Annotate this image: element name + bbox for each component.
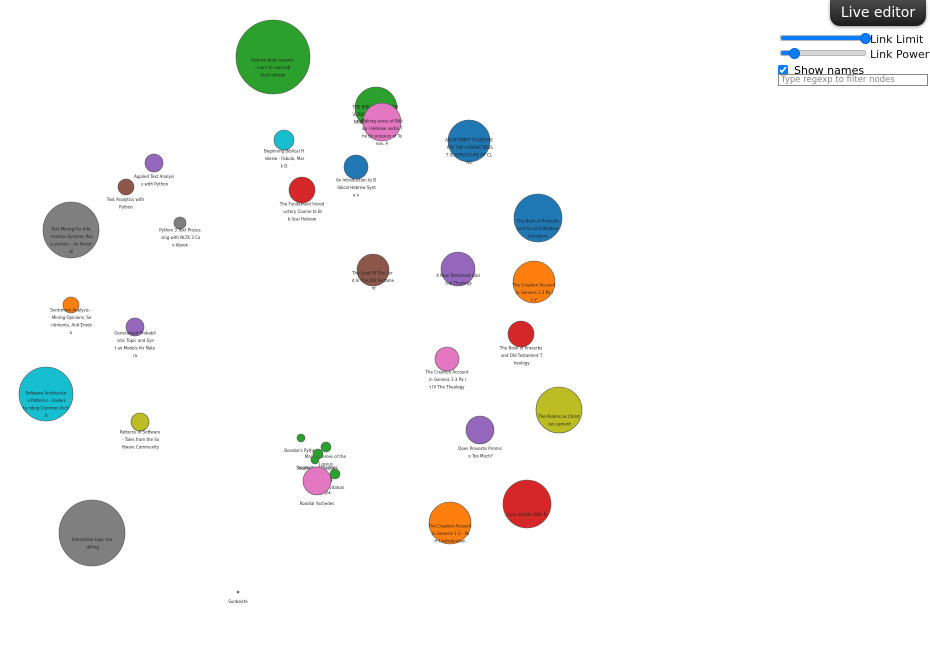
- node-circle[interactable]: [118, 179, 134, 195]
- link-limit-row: Link Limit: [778, 32, 930, 47]
- graph-node[interactable]: A New Testament Bibl ical Theology: [436, 252, 480, 286]
- node-circle[interactable]: [508, 321, 534, 347]
- graph-node[interactable]: AN ATTEMPT TO DEFINE ATE THE CHARACTERIS…: [445, 120, 493, 165]
- graph-node[interactable]: Interactive topic mo deling: [59, 500, 125, 566]
- node-circle[interactable]: [297, 434, 305, 442]
- link-power-row: Link Power: [778, 47, 930, 62]
- node-label: Patterns of Software - Tales from the So…: [120, 429, 161, 449]
- graph-controls-panel: Link Limit Link Power Show names: [778, 32, 930, 78]
- graph-node[interactable]: The Creation Account in Genesis 1-3 Pa r…: [511, 261, 555, 303]
- link-limit-slider[interactable]: [780, 35, 866, 41]
- graph-node[interactable]: Major Themes of the Lipsius: [305, 442, 348, 467]
- node-label: Roodial Yochedes: [300, 501, 335, 506]
- node-label: Cain and His Wife R: [507, 512, 547, 517]
- node-circle[interactable]: [59, 500, 125, 566]
- node-label: Generalized Probabil istic Topic and Syn…: [114, 331, 155, 359]
- node-circle[interactable]: [145, 154, 163, 172]
- graph-node[interactable]: Sunbeirte: [228, 591, 248, 604]
- node-circle[interactable]: [131, 413, 149, 431]
- link-power-label: Link Power: [870, 48, 929, 61]
- link-limit-label: Link Limit: [870, 33, 923, 46]
- graph-node[interactable]: Cain and His Wife R: [503, 480, 551, 528]
- node-circle[interactable]: [503, 480, 551, 528]
- node-label: The Creation Account in Genesis 1-3 - Pa…: [427, 523, 471, 543]
- node-label: Text Analytics with Python: [106, 197, 146, 210]
- graph-node[interactable]: Applied Text Analysi s with Python: [134, 154, 174, 187]
- node-circle[interactable]: [274, 130, 294, 150]
- graph-node[interactable]: Does Proverbs Promis e Too Much?: [458, 416, 502, 459]
- node-circle[interactable]: [237, 591, 239, 593]
- node-label: Does Proverbs Promis e Too Much?: [458, 446, 502, 459]
- node-label: Sunbeirte: [228, 599, 248, 604]
- graph-node[interactable]: Roodial Yochedes: [300, 467, 335, 506]
- graph-node[interactable]: The Book of Proverbs and Ancient Wisdom …: [514, 194, 562, 242]
- node-circle[interactable]: [466, 416, 494, 444]
- node-circle[interactable]: [435, 347, 459, 371]
- node-label: Applied Text Analysi s with Python: [134, 174, 174, 187]
- graph-node[interactable]: Software Architectur e Patterns - Unders…: [19, 367, 73, 421]
- graph-node[interactable]: Text Mining For Info rmation Systems Res…: [43, 202, 99, 258]
- node-label: The Creation Account in Genesis 1-3 Pa r…: [511, 282, 555, 302]
- node-label: Python 3 Text Proces sing with NLTK 3 Co…: [159, 227, 201, 247]
- graph-node[interactable]: The Creation Account in Genesis 1-3 Pa r…: [424, 347, 468, 389]
- graph-node[interactable]: Patterns of Software - Tales from the So…: [120, 413, 161, 449]
- node-label: Sentiment Analysis - Mining Opinions, Se…: [50, 308, 92, 336]
- link-power-slider[interactable]: [780, 50, 866, 56]
- graph-node[interactable]: The Fundament Introd uctory Course to Bi…: [279, 177, 325, 221]
- graph-node[interactable]: The Land Of The Lor d In The Old Testame…: [351, 254, 395, 290]
- node-circle[interactable]: [344, 155, 368, 179]
- node-filter-input[interactable]: [778, 74, 928, 86]
- graph-node[interactable]: The Book of Proverbs and Old Testament T…: [499, 321, 543, 365]
- node-circle[interactable]: [289, 177, 315, 203]
- slider-fill: [781, 36, 865, 40]
- node-circle[interactable]: [330, 469, 340, 479]
- graph-node[interactable]: Python 3 Text Proces sing with NLTK 3 Co…: [159, 217, 201, 247]
- graph-node[interactable]: Sentiment Analysis - Mining Opinions, Se…: [50, 297, 92, 335]
- graph-node[interactable]: An Introduction to B iblical Hebrew Synt…: [336, 155, 376, 197]
- node-circle[interactable]: [311, 456, 319, 464]
- graph-node[interactable]: Hebrew book lessons - learn to read bib …: [236, 20, 310, 94]
- graph-node[interactable]: The Psalms as Christ ian Lament: [536, 387, 582, 433]
- node-label: The Land Of The Lor d In The Old Testame…: [351, 270, 395, 290]
- live-editor-button[interactable]: Live editor: [830, 0, 926, 26]
- node-label: The Creation Account in Genesis 1-3 Pa r…: [424, 369, 468, 389]
- node-label: An Introduction to B iblical Hebrew Synt…: [336, 177, 376, 197]
- graph-node[interactable]: Generalized Probabil istic Topic and Syn…: [114, 318, 155, 358]
- graph-node[interactable]: Beginning Biblical H ebrew - Fabulo, Mar…: [264, 130, 305, 168]
- node-label: Beginning Biblical H ebrew - Fabulo, Mar…: [264, 148, 305, 168]
- slider-handle[interactable]: [789, 48, 800, 59]
- graph-node[interactable]: Bonobo's Python: [284, 434, 318, 453]
- node-circle[interactable]: [321, 442, 331, 452]
- node-circle[interactable]: [303, 467, 331, 495]
- node-label: The Book of Proverbs and Old Testament T…: [499, 345, 543, 365]
- graph-node[interactable]: The Creation Account in Genesis 1-3 - Pa…: [427, 502, 471, 544]
- node-label: The Fundament Introd uctory Course to Bi…: [279, 201, 325, 221]
